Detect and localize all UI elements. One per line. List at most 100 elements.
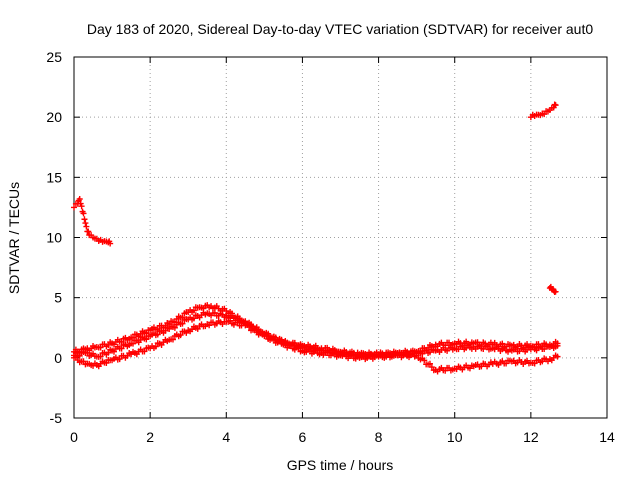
data-point-interp	[206, 304, 213, 311]
data-point-interp	[107, 339, 114, 346]
y-tick-label: 0	[54, 350, 62, 366]
x-tick-label: 0	[70, 429, 78, 445]
data-point-interp	[240, 320, 247, 327]
data-point-interp	[551, 289, 558, 296]
x-tick-label: 14	[599, 429, 615, 445]
data-point-interp	[411, 353, 418, 360]
y-tick-label: 25	[46, 49, 62, 65]
data-point-interp	[107, 357, 114, 364]
data-point-interp	[97, 353, 104, 360]
data-point-interp	[177, 332, 184, 339]
data-point-interp	[537, 112, 544, 119]
data-point-interp	[141, 348, 148, 355]
data-point-interp	[99, 358, 106, 365]
data-point-interp	[552, 352, 559, 359]
data-point-interp	[145, 327, 152, 334]
data-point-interp	[183, 309, 190, 316]
data-point-interp	[103, 360, 110, 367]
data-point-interp	[426, 360, 433, 367]
x-tick-label: 2	[146, 429, 154, 445]
data-point-interp	[145, 333, 152, 340]
data-point-interp	[84, 360, 91, 367]
y-tick-label: 15	[46, 169, 62, 185]
data-point-interp	[130, 340, 137, 347]
data-point-interp	[118, 338, 125, 345]
data-point-interp	[263, 332, 270, 339]
data-point-interp	[126, 335, 133, 342]
data-point-interp	[428, 364, 435, 371]
y-tick-label: 10	[46, 230, 62, 246]
data-point-interp	[544, 358, 551, 365]
data-point-interp	[251, 325, 258, 332]
data-point-interp	[301, 342, 308, 349]
data-point-interp	[79, 208, 86, 215]
data-point-interp	[116, 356, 123, 363]
data-point-interp	[77, 200, 84, 207]
data-point-interp	[91, 360, 98, 367]
data-point-interp	[236, 315, 243, 322]
data-point-interp	[80, 358, 87, 365]
x-tick-label: 8	[375, 429, 383, 445]
data-point-interp	[164, 338, 171, 345]
data-point-interp	[288, 342, 295, 349]
data-point-interp	[246, 323, 253, 330]
data-point-interp	[190, 315, 197, 322]
data-point-interp	[95, 238, 102, 245]
data-point-interp	[81, 216, 88, 223]
data-point-interp	[88, 232, 95, 239]
data-point	[82, 220, 89, 227]
data-point-interp	[234, 319, 241, 326]
y-tick-label: 20	[46, 109, 62, 125]
data-point-interp	[190, 307, 197, 314]
data-point-interp	[171, 324, 178, 331]
data-point-interp	[152, 343, 159, 350]
x-tick-label: 6	[299, 429, 307, 445]
data-point-interp	[154, 331, 161, 338]
data-point-interp	[164, 324, 171, 331]
data-point-interp	[106, 238, 113, 245]
data-point-interp	[85, 228, 92, 235]
data-point-interp	[80, 348, 87, 355]
data-point-interp	[421, 357, 428, 364]
y-tick-label: -5	[50, 410, 63, 426]
y-axis-label: SDTVAR / TECUs	[6, 182, 22, 294]
data-point-interp	[544, 108, 551, 115]
data-point-interp	[278, 340, 285, 347]
data-point-interp	[551, 101, 558, 108]
data-point-interp	[169, 336, 176, 343]
data-point-interp	[183, 329, 190, 336]
data-point-interp	[105, 349, 112, 356]
data-point-interp	[202, 323, 209, 330]
x-tick-label: 12	[523, 429, 539, 445]
data-point-interp	[183, 316, 190, 323]
data-point-interp	[541, 111, 548, 118]
data-point-interp	[97, 344, 104, 351]
data-point-interp	[126, 350, 133, 357]
data-point-interp	[270, 336, 277, 343]
data-point-interp	[143, 336, 150, 343]
axis-ticks: 0 2 4 6 8 10 12 14 -5 0 5 10 15 20 25	[46, 49, 615, 445]
data-point-interp	[84, 349, 91, 356]
data-point-interp	[179, 320, 186, 327]
data-point-interp	[430, 367, 437, 374]
data-point-interp	[91, 235, 98, 242]
data-point	[71, 204, 77, 211]
data-point-interp	[76, 359, 83, 366]
data-point-interp	[552, 343, 559, 350]
data-point-interp	[118, 345, 125, 352]
data-point-interp	[259, 330, 266, 337]
data-point-interp	[297, 348, 304, 355]
chart-title: Day 183 of 2020, Sidereal Day-to-day VTE…	[87, 21, 594, 37]
data-point-interp	[83, 223, 90, 230]
data-point-interp	[145, 344, 152, 351]
y-tick-label: 5	[54, 290, 62, 306]
data-point-interp	[72, 353, 79, 360]
x-tick-label: 10	[447, 429, 463, 445]
x-tick-label: 4	[222, 429, 230, 445]
data-point-interp	[221, 305, 228, 312]
data-point-interp	[126, 342, 133, 349]
data-point-interp	[548, 105, 555, 112]
x-axis-label: GPS time / hours	[287, 457, 394, 473]
data-points	[71, 101, 561, 375]
